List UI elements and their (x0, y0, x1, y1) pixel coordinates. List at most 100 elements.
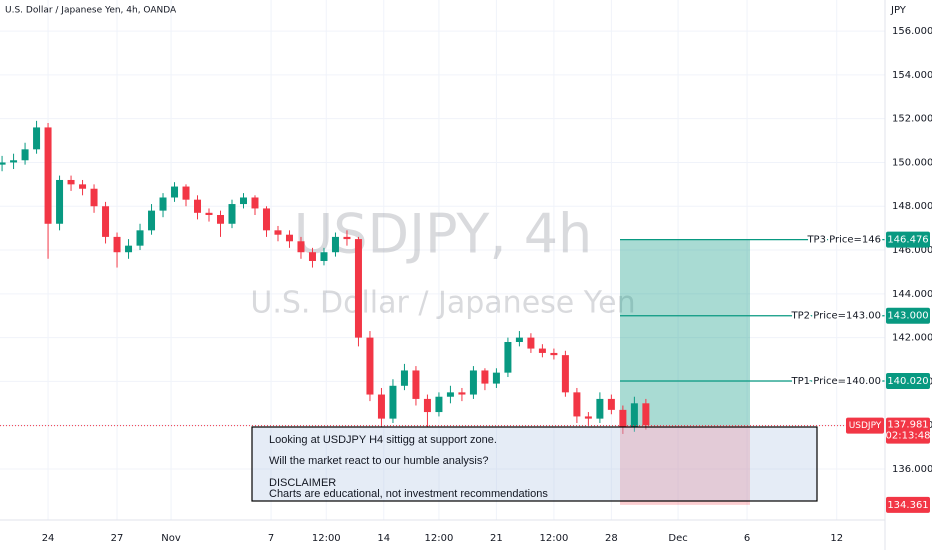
x-tick-label: 24 (42, 533, 55, 544)
x-tick-label: Dec (668, 533, 687, 544)
candle-body (492, 372, 500, 384)
level-badge (886, 372, 930, 389)
candle-body (400, 370, 408, 386)
candle-body (366, 337, 374, 395)
watermark-name: U.S. Dollar / Japanese Yen (250, 286, 635, 321)
level-badge-label: 140.020 (887, 376, 928, 387)
currency: JPY (890, 5, 907, 16)
candle-body (596, 398, 604, 419)
position-tool (620, 239, 750, 505)
level-label: TP2 Price=143.00 (791, 311, 881, 322)
level-badge (886, 307, 930, 324)
candle-body (354, 239, 362, 338)
candle-body (607, 398, 615, 410)
note-text: DISCLAIMER (269, 477, 336, 489)
chart-title: U.S. Dollar / Japanese Yen, 4h, OANDA (5, 6, 177, 16)
candle-body (90, 188, 98, 207)
overlays: TP1 Price=140.00 TP2 Price=143.00 TP3 Pric… (0, 233, 885, 502)
x-tick-label: 7 (268, 533, 274, 544)
level-label: TP3 Price=146 (806, 235, 881, 246)
candle-body (515, 337, 523, 342)
x-tick-label: 12:00 (312, 533, 341, 544)
candle-body (21, 149, 29, 161)
stop-badge (886, 496, 930, 513)
candle-body (331, 236, 339, 253)
y-tick-label: 144.000 (892, 289, 932, 300)
candle-body (44, 127, 52, 224)
grid (0, 0, 885, 520)
candle-body (33, 127, 41, 150)
candle-body (377, 394, 385, 419)
candle-body (182, 186, 190, 200)
y-tick-label: 154.000 (892, 70, 932, 81)
watermark-symbol: USDJPY, 4h (294, 203, 593, 266)
candle-body (194, 199, 202, 213)
candle-body (504, 341, 512, 373)
candle-body (285, 234, 293, 242)
candle-body (205, 212, 213, 216)
candle-body (538, 348, 546, 353)
candle-body (584, 416, 592, 419)
candle-body (102, 206, 110, 237)
candle-body (67, 179, 75, 185)
candle-body (297, 241, 305, 253)
candle-body (642, 403, 650, 426)
candle-body (573, 392, 581, 417)
candle-body (423, 398, 431, 413)
candle-body (239, 197, 247, 205)
level-label: TP1 Price=140.00 (791, 376, 881, 387)
candle-body (435, 396, 443, 413)
note-text: Looking at USDJPY H4 sittigg at support … (269, 434, 497, 446)
x-tick-label: 21 (490, 533, 503, 544)
candle-body (389, 385, 397, 419)
y-tick-label: 142.000 (892, 333, 932, 344)
candle-body (262, 208, 270, 231)
candle-body (343, 236, 351, 240)
price-badge-label: 137.981 (887, 420, 928, 431)
x-tick-label: 14 (377, 533, 390, 544)
candle-body (320, 252, 328, 261)
candle-body (217, 215, 225, 224)
stop-badge-label: 134.361 (887, 500, 928, 511)
y-tick-label: 152.000 (892, 114, 932, 125)
candle-body (458, 392, 466, 395)
candles (0, 120, 650, 434)
y-tick-label: 156.000 (892, 26, 932, 37)
x-tick-label: 12:00 (425, 533, 454, 544)
candle-body (136, 230, 144, 246)
candle-body (159, 197, 167, 211)
candle-body (274, 230, 282, 235)
note-box (251, 426, 818, 502)
candle-body (561, 355, 569, 393)
y-tick-label: 136.000 (892, 464, 932, 475)
candle-body (171, 186, 179, 198)
loss-zone (620, 425, 750, 505)
x-tick-label: Nov (161, 533, 181, 544)
candle-body (527, 337, 535, 349)
candle-body (446, 392, 454, 397)
y-tick-label: 150.000 (892, 157, 932, 168)
note-text: Will the market react to our humble anal… (269, 455, 488, 467)
candle-body (79, 184, 87, 189)
level-badge-label: 143.000 (887, 311, 928, 322)
candle-body (630, 403, 638, 428)
candle-body (308, 252, 316, 261)
symbol-badge-label: USDJPY (849, 421, 882, 431)
x-tick-label: 28 (605, 533, 618, 544)
candle-body (550, 352, 558, 356)
profit-zone (620, 239, 750, 426)
x-tick-label: 12 (830, 533, 843, 544)
note-text: Charts are educational, not investment r… (269, 488, 548, 500)
level-badge-label: 146.476 (887, 235, 928, 246)
candle-body (148, 210, 156, 231)
countdown: 02:13:48 (886, 431, 931, 442)
candle-body (481, 370, 489, 384)
x-tick-label: 27 (111, 533, 124, 544)
x-tick-label: 12:00 (539, 533, 568, 544)
candle-body (113, 236, 121, 253)
candle-body (619, 409, 627, 428)
candle-body (125, 245, 133, 253)
candle-body (228, 204, 236, 224)
